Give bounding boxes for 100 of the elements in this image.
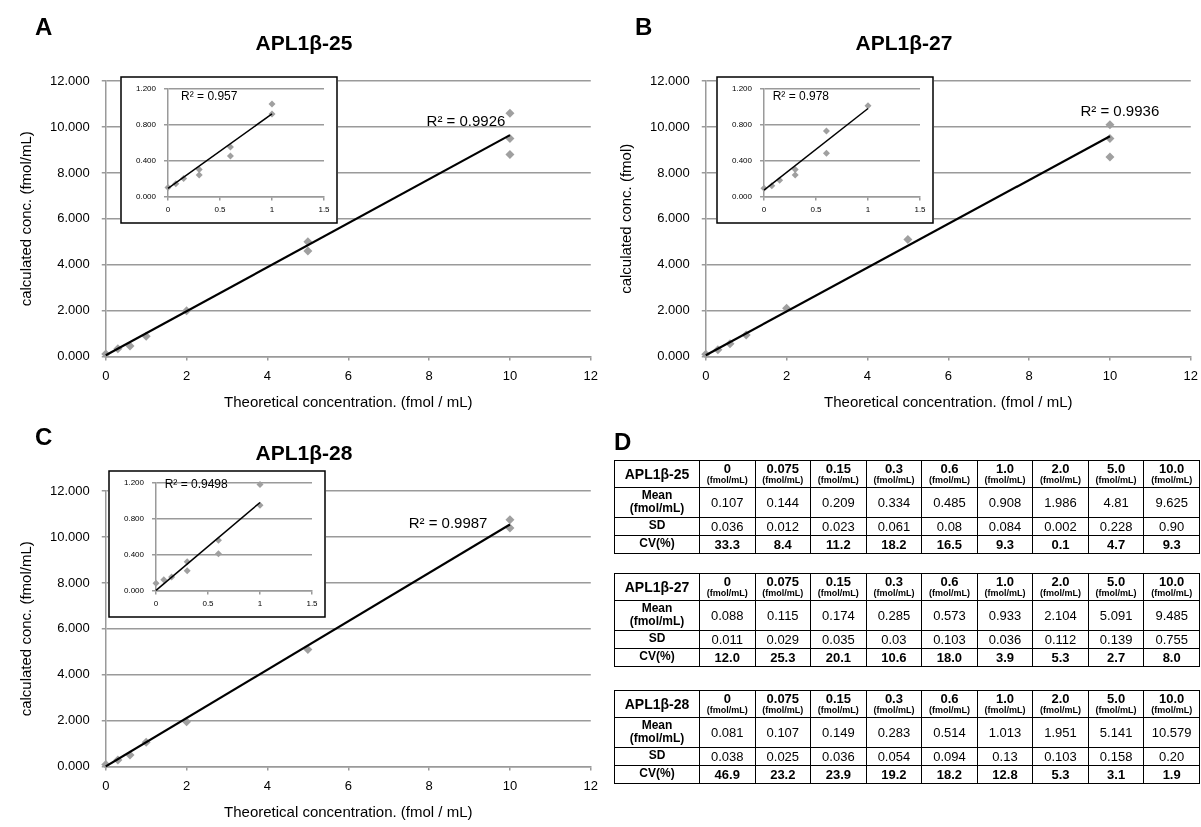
x-tick-label: 0 (165, 205, 171, 215)
text: 0.036 (988, 631, 1022, 647)
text: 0.514 (933, 724, 966, 740)
category-label: 0 (722, 574, 732, 589)
text: APL1β-25 (614, 460, 700, 488)
category-label: 0 (722, 461, 732, 476)
x-tick-label: 12 (1183, 367, 1198, 383)
text: 0.115 (767, 607, 799, 623)
text: (fmol/mL) (873, 588, 915, 599)
annotation: R² = 0.978 (772, 89, 830, 104)
y-tick-label: 12.000 (50, 72, 90, 88)
text: 1.9 (1162, 766, 1181, 782)
text: APL1β-28 (614, 690, 700, 718)
point (226, 152, 234, 160)
text: 25.3 (770, 649, 796, 665)
point (1105, 120, 1115, 130)
x-tick-label: 1.5 (318, 205, 331, 215)
y-tick-label: 0.000 (57, 347, 90, 363)
text: 46.9 (714, 766, 740, 782)
x-tick-label: 10 (502, 777, 518, 793)
text: (fmol/mL) (762, 588, 804, 599)
text: A (34, 12, 53, 40)
y-axis-title: calculated conc. (fmol) (617, 143, 635, 294)
text: 4.81 (1103, 494, 1129, 510)
text: 0.107 (766, 724, 800, 740)
category-label: CV(%) (639, 766, 675, 781)
text: (fmol/mL) (1040, 588, 1082, 599)
text: 1.951 (1044, 724, 1077, 740)
category-label: SD (648, 518, 666, 533)
x-tick-label: 2 (182, 777, 191, 793)
category-label: 10.0 (1158, 691, 1186, 706)
x-tick-label: 8 (1025, 367, 1033, 383)
annotation: R² = 0.9498 (164, 477, 229, 492)
point (195, 166, 203, 173)
category-label: 1.0 (994, 461, 1016, 476)
x-tick-label: 10 (1102, 367, 1118, 383)
text: 0.107 (711, 494, 744, 510)
category-label: 10.0 (1158, 574, 1186, 589)
text: 23.2 (770, 766, 796, 782)
x-tick-label: 12 (583, 777, 598, 793)
text: 5.091 (1099, 607, 1133, 623)
annotation: R² = 0.9987 (408, 514, 488, 532)
x-tick-label: 6 (344, 777, 352, 793)
text: (fmol/mL) (984, 705, 1026, 716)
text: 0.149 (822, 724, 855, 740)
chart-title: APL1β-28 (255, 441, 353, 465)
x-tick-label: 0 (761, 205, 767, 215)
category-label: 0.15 (824, 574, 852, 589)
text: 0.755 (1155, 631, 1188, 647)
text: 0.1 (1051, 536, 1070, 552)
text: 0.025 (766, 748, 800, 764)
x-tick-label: 6 (944, 367, 952, 383)
text: APL1β-27 (614, 573, 700, 601)
text: 18.2 (881, 536, 907, 552)
text: 0.054 (877, 748, 911, 764)
chart-title: APL1β-27 (855, 31, 953, 55)
text: (fmol/mL) (705, 705, 749, 717)
x-tick-label: 0.5 (202, 599, 215, 609)
x-tick-label: 1.5 (306, 599, 319, 609)
text: (fmol/mL) (705, 475, 749, 487)
text: (fmol/mL) (928, 588, 970, 599)
point (1105, 152, 1115, 162)
annotation: R² = 0.957 (181, 89, 238, 104)
x-tick-label: 1 (865, 205, 871, 215)
text: 0.933 (988, 607, 1022, 623)
y-tick-label: 0.000 (731, 191, 753, 201)
text: (fmol/mL) (817, 475, 859, 486)
text: (fmol/mL) (817, 588, 859, 599)
text: 3.1 (1107, 766, 1126, 782)
category-label: 0.6 (939, 691, 960, 706)
text: 0.084 (988, 518, 1022, 534)
text: 9.3 (1162, 536, 1181, 552)
point (152, 579, 160, 587)
text: 0.002 (1044, 518, 1077, 534)
x-tick-label: 8 (425, 777, 433, 793)
y-tick-label: 1.200 (731, 84, 753, 93)
category-label: 5.0 (1106, 461, 1127, 476)
category-label: 0.075 (765, 574, 801, 589)
x-tick-label: 1.5 (914, 205, 927, 215)
chart-title: APL1β-25 (255, 31, 353, 55)
text: 18.0 (936, 649, 963, 665)
text: 0.088 (711, 607, 744, 623)
text: 0.035 (822, 631, 855, 647)
y-tick-label: 0.000 (123, 585, 145, 595)
text: (fmol/mL) (1151, 475, 1193, 486)
point (256, 481, 264, 489)
text: (fmol/mL) (1095, 475, 1137, 486)
text: 9.3 (995, 536, 1015, 552)
text: 0.334 (877, 494, 911, 510)
category-label: CV(%) (639, 536, 675, 551)
category-label: Mean (fmol/mL) (629, 601, 685, 629)
text: (fmol/mL) (1040, 705, 1082, 716)
x-tick-label: 0.5 (810, 205, 823, 215)
text: 20.1 (825, 649, 852, 665)
y-tick-label: 0.800 (731, 119, 753, 129)
text: 0.012 (766, 518, 800, 534)
y-tick-label: 8.000 (57, 164, 90, 180)
text: 0.08 (936, 518, 963, 534)
point (505, 515, 515, 525)
text: 0.112 (1044, 631, 1077, 647)
